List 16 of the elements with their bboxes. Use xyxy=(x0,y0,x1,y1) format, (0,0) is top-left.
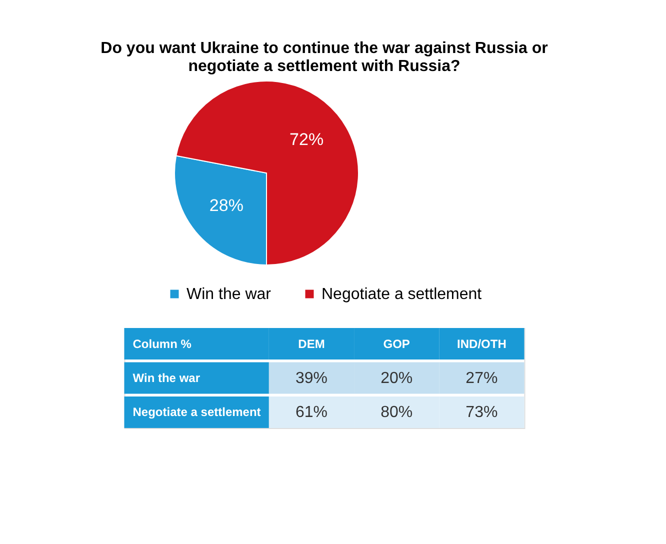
data-label: 39% xyxy=(295,370,328,387)
x-tick-label: GOP xyxy=(383,336,410,351)
data-label: 27% xyxy=(466,370,498,387)
data-label: 28% xyxy=(209,196,244,216)
x-tick-label: DEM xyxy=(298,336,325,351)
chart-title: Do you want Ukraine to continue the war against Russia or negotiate a settlement with Russia? xyxy=(100,40,548,75)
data-label: 80% xyxy=(380,404,413,422)
y-axis-title: Column % xyxy=(132,336,192,351)
data-label: 20% xyxy=(380,370,413,387)
pie-slice xyxy=(176,80,359,266)
data-label: 73% xyxy=(466,404,498,422)
legend-label: Negotiate a settlement xyxy=(322,286,482,303)
legend-label: Win the war xyxy=(186,286,272,303)
x-tick-label: IND/OTH xyxy=(457,336,506,351)
data-label: 72% xyxy=(290,130,324,149)
data-label: 61% xyxy=(295,404,328,422)
